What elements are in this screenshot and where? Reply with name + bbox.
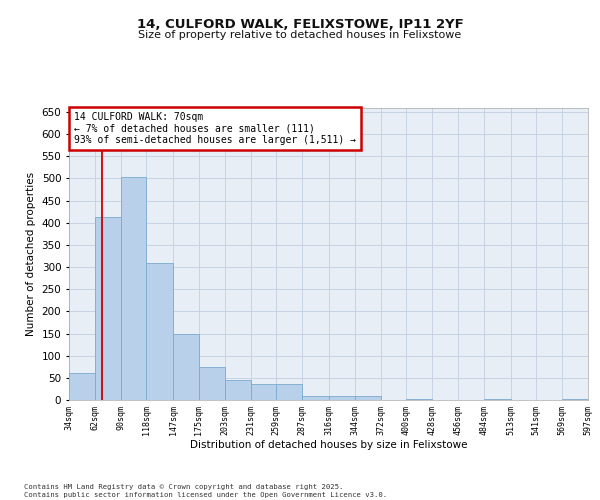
Text: 14 CULFORD WALK: 70sqm
← 7% of detached houses are smaller (111)
93% of semi-det: 14 CULFORD WALK: 70sqm ← 7% of detached … [74, 112, 356, 145]
Bar [484, 399, 511, 400]
Bar [562, 399, 588, 400]
Y-axis label: Number of detached properties: Number of detached properties [26, 172, 36, 336]
Text: Size of property relative to detached houses in Felixstowe: Size of property relative to detached ho… [139, 30, 461, 40]
Text: 14, CULFORD WALK, FELIXSTOWE, IP11 2YF: 14, CULFORD WALK, FELIXSTOWE, IP11 2YF [137, 18, 463, 30]
Bar [121, 177, 146, 400]
Bar [69, 372, 95, 400]
Bar [95, 217, 121, 400]
Bar [406, 399, 432, 400]
Bar [199, 367, 225, 400]
Bar [355, 396, 380, 400]
Bar [277, 384, 302, 400]
Bar [146, 262, 173, 400]
Bar [302, 396, 329, 400]
Bar [173, 334, 199, 400]
Text: Contains HM Land Registry data © Crown copyright and database right 2025.
Contai: Contains HM Land Registry data © Crown c… [24, 484, 387, 498]
Bar [251, 384, 277, 400]
X-axis label: Distribution of detached houses by size in Felixstowe: Distribution of detached houses by size … [190, 440, 467, 450]
Bar [329, 396, 355, 400]
Bar [225, 380, 251, 400]
